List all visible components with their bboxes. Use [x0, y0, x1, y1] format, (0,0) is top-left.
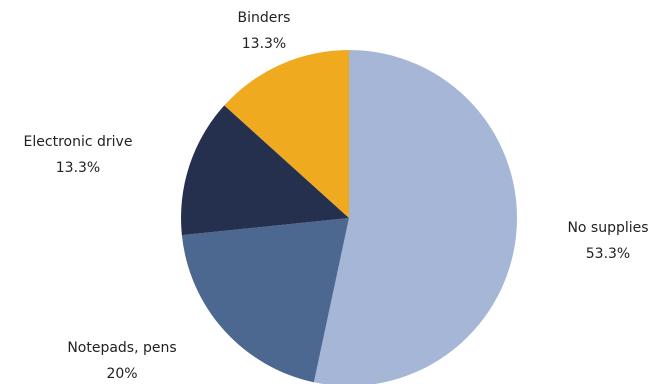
slice-label-electronic-drive: Electronic drive	[24, 134, 133, 150]
slice-label-notepads-pens: Notepads, pens	[67, 340, 176, 356]
slice-value-binders: 13.3%	[242, 36, 286, 52]
pie-slice-notepads-pens	[181, 218, 349, 383]
pie-slice-binders	[224, 50, 349, 218]
slice-value-notepads-pens: 20%	[106, 366, 137, 382]
pie-slice-electronic-drive	[181, 105, 349, 236]
slice-value-electronic-drive: 13.3%	[56, 160, 100, 176]
pie-slice-no-supplies	[313, 50, 518, 384]
slice-label-binders: Binders	[238, 10, 291, 26]
slice-label-no-supplies: No supplies	[567, 220, 648, 236]
pie-slices	[181, 50, 518, 384]
slice-value-no-supplies: 53.3%	[586, 246, 630, 262]
